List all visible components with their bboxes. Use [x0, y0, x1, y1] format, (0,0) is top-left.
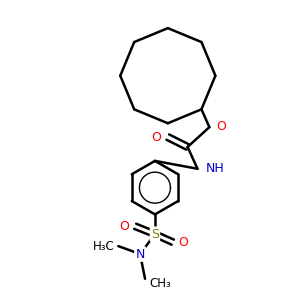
Text: O: O — [119, 220, 129, 233]
Text: O: O — [179, 236, 189, 249]
Text: H₃C: H₃C — [93, 240, 114, 253]
Text: O: O — [216, 120, 226, 133]
Text: S: S — [151, 228, 159, 241]
Text: O: O — [151, 130, 161, 144]
Text: CH₃: CH₃ — [149, 277, 171, 290]
Text: N: N — [135, 248, 145, 260]
Text: NH: NH — [206, 162, 224, 175]
